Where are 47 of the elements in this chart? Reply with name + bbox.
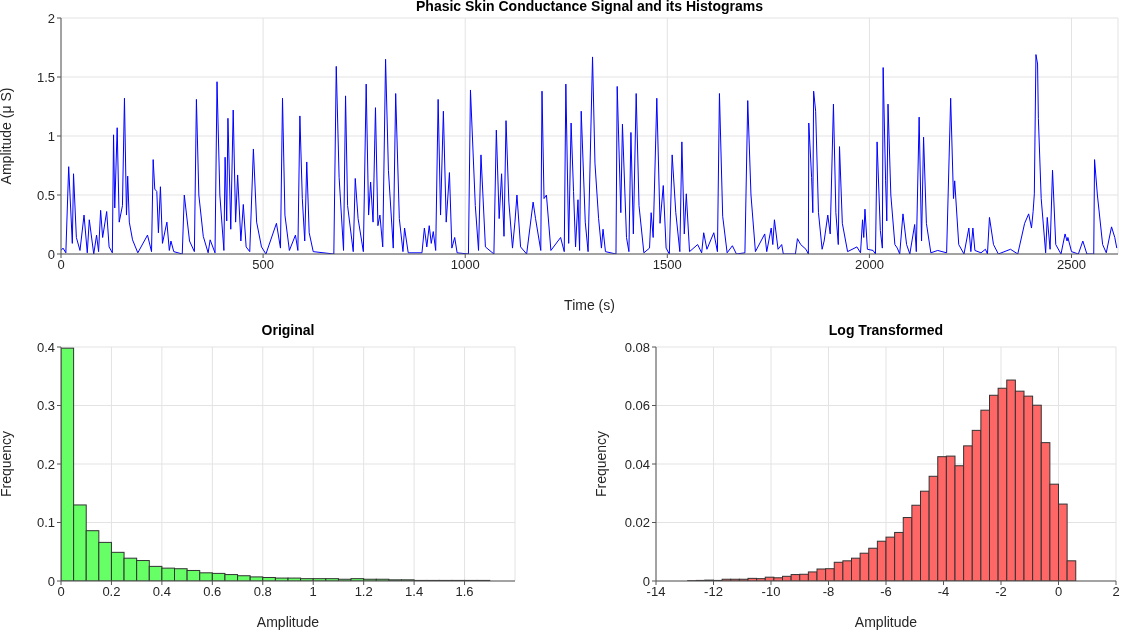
x-tick-label: 2000 (854, 257, 884, 273)
x-tick-label: 0 (57, 257, 65, 273)
chart-title: Log Transformed (827, 322, 945, 338)
y-axis-title: Frequency (0, 430, 14, 498)
x-tick-label: 500 (252, 257, 274, 273)
x-tick-label: 2500 (1057, 257, 1086, 273)
x-tick-label: 2 (1112, 584, 1120, 600)
y-tick-label: 0.04 (624, 456, 650, 472)
y-tick-label: 0.02 (624, 515, 650, 531)
x-tick-label: -8 (822, 584, 835, 600)
y-axis-title: Frequency (592, 430, 609, 498)
x-tick-label: 0.4 (152, 584, 171, 600)
y-axis-title: Amplitude (μ S) (0, 87, 14, 185)
x-tick-label: 0 (1054, 584, 1063, 600)
y-tick-label: 0 (47, 246, 55, 262)
y-tick-label: 2 (47, 10, 55, 26)
x-tick-label: 1500 (652, 257, 682, 273)
x-tick-label: 1000 (450, 257, 480, 273)
x-tick-label: -12 (704, 584, 723, 600)
x-axis-title: Time (s) (564, 297, 615, 313)
x-axis-title: Amplitude (256, 614, 320, 630)
y-tick-label: 0.1 (36, 515, 55, 531)
y-tick-label: 0 (642, 573, 650, 589)
x-tick-label: -6 (880, 584, 892, 600)
y-tick-label: 0.08 (624, 339, 650, 355)
x-tick-label: 0 (57, 584, 65, 600)
x-tick-label: 1.6 (455, 584, 474, 600)
y-tick-label: 0.5 (36, 187, 55, 203)
y-tick-label: 1 (47, 128, 55, 144)
x-tick-label: 1 (309, 584, 317, 600)
y-tick-label: 0 (47, 573, 55, 589)
x-tick-label: -4 (937, 584, 950, 600)
x-tick-label: 1.4 (405, 584, 424, 600)
x-tick-label: -2 (995, 584, 1007, 600)
chart-title: Phasic Skin Conductance Signal and its Histograms (415, 0, 764, 14)
x-axis-title: Amplitude (854, 614, 918, 630)
chart-title: Original (260, 322, 316, 338)
y-tick-label: 0.06 (624, 398, 650, 414)
x-tick-label: 0.2 (102, 584, 121, 600)
y-tick-label: 1.5 (36, 69, 55, 85)
y-tick-label: 0.3 (36, 398, 55, 414)
x-tick-label: -10 (761, 584, 781, 600)
y-tick-label: 0.2 (36, 456, 55, 472)
x-tick-label: 0.8 (253, 584, 272, 600)
x-tick-label: 0.6 (203, 584, 222, 600)
y-tick-label: 0.4 (36, 339, 55, 355)
x-tick-label: 1.2 (354, 584, 373, 600)
